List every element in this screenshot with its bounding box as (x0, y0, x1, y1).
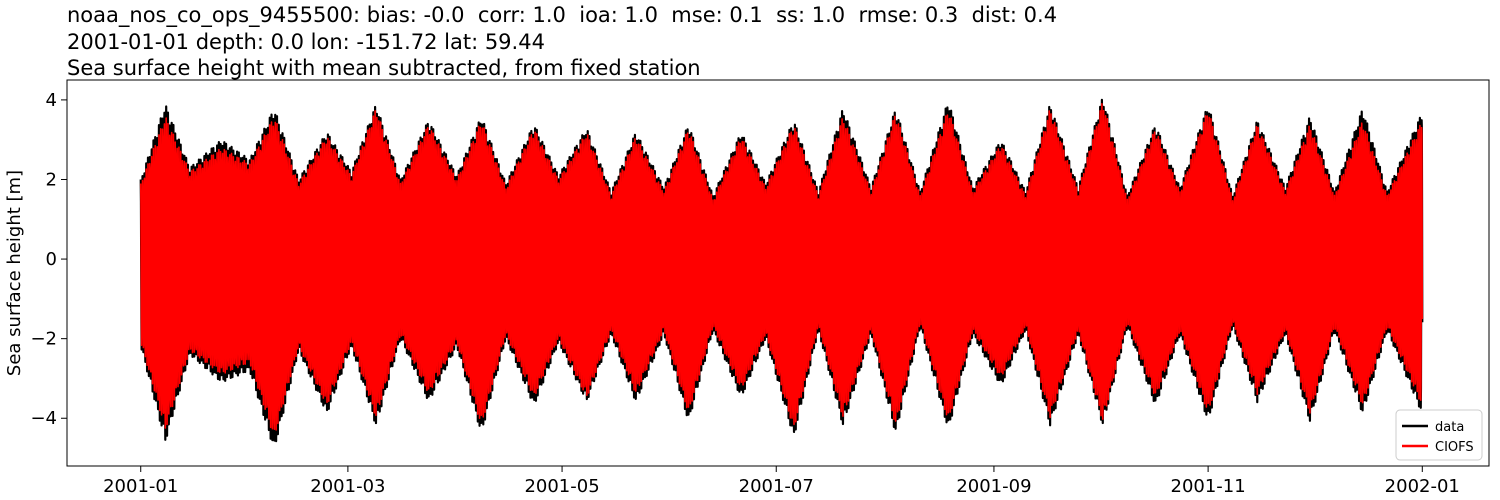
x-tick-label: 2002-01 (1385, 476, 1460, 497)
series-layer (139, 98, 1424, 443)
y-axis: 4 2 0 −2 −4 (30, 90, 67, 429)
x-tick-label: 2001-05 (524, 476, 599, 497)
x-tick-label: 2001-11 (1171, 476, 1246, 497)
y-tick-label: 2 (46, 169, 57, 190)
legend: data CIOFS (1395, 409, 1483, 461)
x-tick-label: 2001-01 (103, 476, 178, 497)
legend-label-ciofs: CIOFS (1435, 440, 1474, 455)
y-axis-label: Sea surface height [m] (4, 170, 25, 376)
x-tick-label: 2001-07 (739, 476, 814, 497)
chart-title-line-2: 2001-01-01 depth: 0.0 lon: -151.72 lat: … (67, 30, 545, 54)
x-tick-label: 2001-03 (310, 476, 385, 497)
chart-title-line-1: noaa_nos_co_ops_9455500: bias: -0.0 corr… (67, 3, 1058, 27)
y-tick-label: 4 (46, 90, 57, 111)
legend-box (1395, 409, 1483, 461)
chart-title-line-3: Sea surface height with mean subtracted,… (67, 56, 701, 80)
series-line-ciofs (139, 103, 1424, 431)
legend-label-data: data (1435, 420, 1464, 435)
y-tick-label: −4 (30, 408, 57, 429)
x-axis: 2001-01 2001-03 2001-05 2001-07 2001-09 2001-… (103, 466, 1460, 497)
y-tick-label: −2 (30, 329, 57, 350)
x-tick-label: 2001-09 (956, 476, 1031, 497)
y-tick-label: 0 (46, 249, 57, 270)
plot-frame (66, 79, 1490, 467)
